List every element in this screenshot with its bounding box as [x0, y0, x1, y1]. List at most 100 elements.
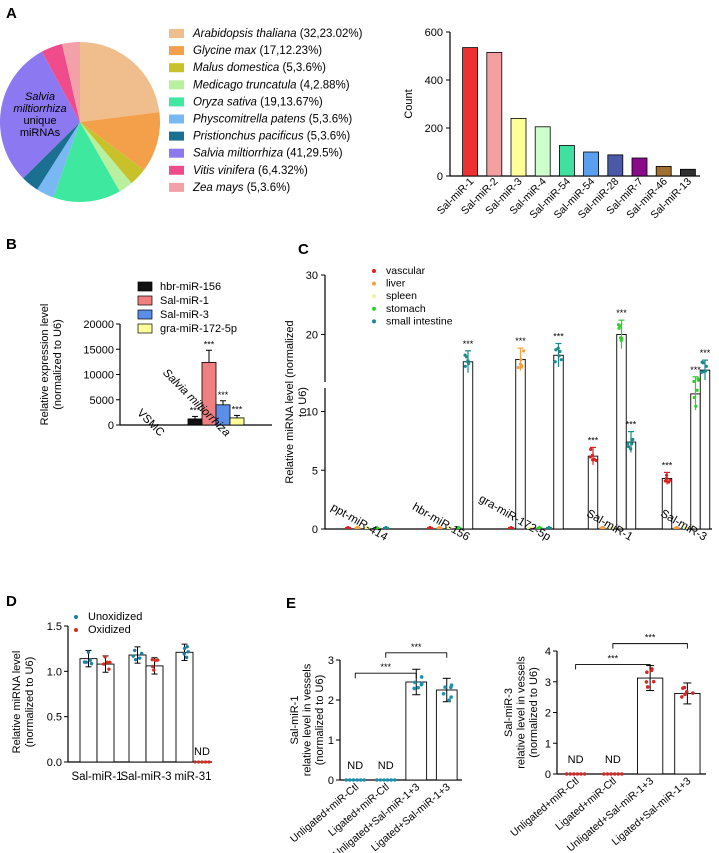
y-tick-label: 20000 — [83, 319, 114, 331]
legend-entry: Physcomitrella patens (5,3.6%) — [193, 114, 352, 126]
data-point — [193, 760, 197, 764]
y-tick-label: 2 — [328, 695, 334, 707]
significance-label: *** — [463, 339, 474, 349]
data-point — [456, 525, 461, 530]
y-axis-label: Sal-miR-3 — [503, 688, 515, 737]
data-point — [616, 772, 620, 776]
bar — [79, 658, 98, 763]
y-tick-label: 0.5 — [47, 712, 62, 724]
data-point — [133, 648, 137, 653]
significance-bracket — [612, 643, 688, 649]
data-point — [419, 675, 424, 679]
data-point — [133, 657, 138, 662]
x-tick-label: Sal-miR-3 — [120, 771, 171, 783]
legend-marker — [74, 628, 78, 632]
y-tick-label: 0 — [545, 769, 551, 781]
x-tick-label: hbr-miR-156 — [410, 501, 471, 543]
data-point — [617, 326, 621, 330]
data-point — [564, 772, 569, 776]
y-axis-label: relative level in vessels — [516, 656, 528, 769]
data-point — [84, 660, 88, 664]
data-point — [137, 656, 142, 660]
data-point — [557, 354, 561, 358]
significance-bracket — [385, 652, 448, 658]
y-tick-label: 400 — [425, 75, 443, 87]
significance-label: *** — [204, 339, 215, 349]
significance-label: *** — [626, 420, 637, 430]
data-point — [553, 360, 557, 364]
y-tick-label: 0 — [108, 420, 114, 432]
data-point — [612, 772, 617, 776]
bar — [655, 165, 672, 177]
bar — [616, 333, 627, 530]
legend-swatch — [169, 165, 184, 175]
y-tick-label: 1.5 — [47, 621, 62, 633]
y-axis-label: Relative miRNA level — [11, 651, 23, 754]
bar — [96, 663, 115, 763]
legend-entry: Glycine max (17,12.23%) — [193, 45, 322, 57]
legend-entry: Medicago truncatula (4,2.88%) — [193, 79, 350, 91]
legend-swatch — [169, 182, 184, 192]
data-point — [393, 778, 397, 782]
legend-entry: stomach — [386, 303, 426, 315]
significance-label: *** — [662, 460, 673, 470]
data-point — [441, 691, 446, 696]
data-point — [463, 364, 467, 368]
x-tick-label: ppt-miR-414 — [329, 502, 390, 544]
data-point — [362, 778, 366, 782]
legend-swatch — [137, 295, 153, 306]
data-point — [207, 760, 211, 764]
bar — [145, 665, 164, 763]
significance-label: *** — [515, 336, 526, 346]
data-point — [605, 772, 610, 776]
data-point — [663, 479, 667, 483]
pie-center-label: miltiorrhiza — [13, 103, 66, 115]
x-tick-label: Unligated+miR-Ctl — [508, 775, 581, 839]
pie-center-label: miRNAs — [20, 127, 61, 139]
legend-entry: gra-miR-172-5p — [160, 323, 237, 335]
bar — [128, 654, 147, 763]
bar — [534, 126, 551, 177]
panel-label-c: C — [298, 241, 309, 258]
legend-entry: Sal-miR-3 — [160, 309, 209, 321]
data-point — [447, 525, 451, 530]
data-point — [575, 772, 580, 776]
legend-entry: Malus domestica (5,3.6%) — [193, 62, 326, 74]
pie-center-label: Salvia — [25, 91, 55, 103]
y-tick-label: 5000 — [90, 395, 114, 407]
legend-swatch — [169, 46, 184, 56]
significance-label: *** — [411, 642, 422, 652]
y-axis-label: (normalized to U6) — [528, 667, 540, 757]
significance-label: *** — [190, 405, 201, 415]
y-axis-label: (normalized to U6) — [24, 657, 36, 747]
data-point — [667, 480, 671, 484]
data-point — [153, 658, 158, 663]
y-tick-label: 2 — [545, 708, 551, 720]
pie-slice — [41, 44, 80, 122]
bar — [637, 677, 664, 775]
bar — [510, 118, 527, 177]
data-point — [351, 778, 356, 782]
data-point — [558, 349, 562, 354]
y-tick-label: 1.0 — [47, 666, 62, 678]
data-point — [378, 778, 383, 782]
data-point — [591, 458, 595, 462]
legend-entry: Unoxidized — [88, 611, 142, 623]
legend-swatch — [169, 148, 184, 158]
significance-bracket — [354, 672, 417, 679]
legend-swatch — [137, 323, 153, 334]
pie-slice — [80, 122, 132, 192]
bar — [625, 441, 637, 530]
data-point — [684, 690, 689, 694]
legend-marker — [372, 319, 376, 324]
data-point — [140, 651, 144, 656]
data-point — [375, 778, 379, 782]
y-tick-label: 3 — [545, 677, 551, 689]
panel-label-a: A — [6, 5, 17, 22]
nd-label: ND — [347, 760, 363, 772]
data-point — [620, 772, 624, 776]
data-point — [131, 654, 135, 658]
data-point — [89, 661, 94, 666]
y-tick-label: 5 — [312, 465, 318, 477]
data-point — [467, 361, 471, 365]
